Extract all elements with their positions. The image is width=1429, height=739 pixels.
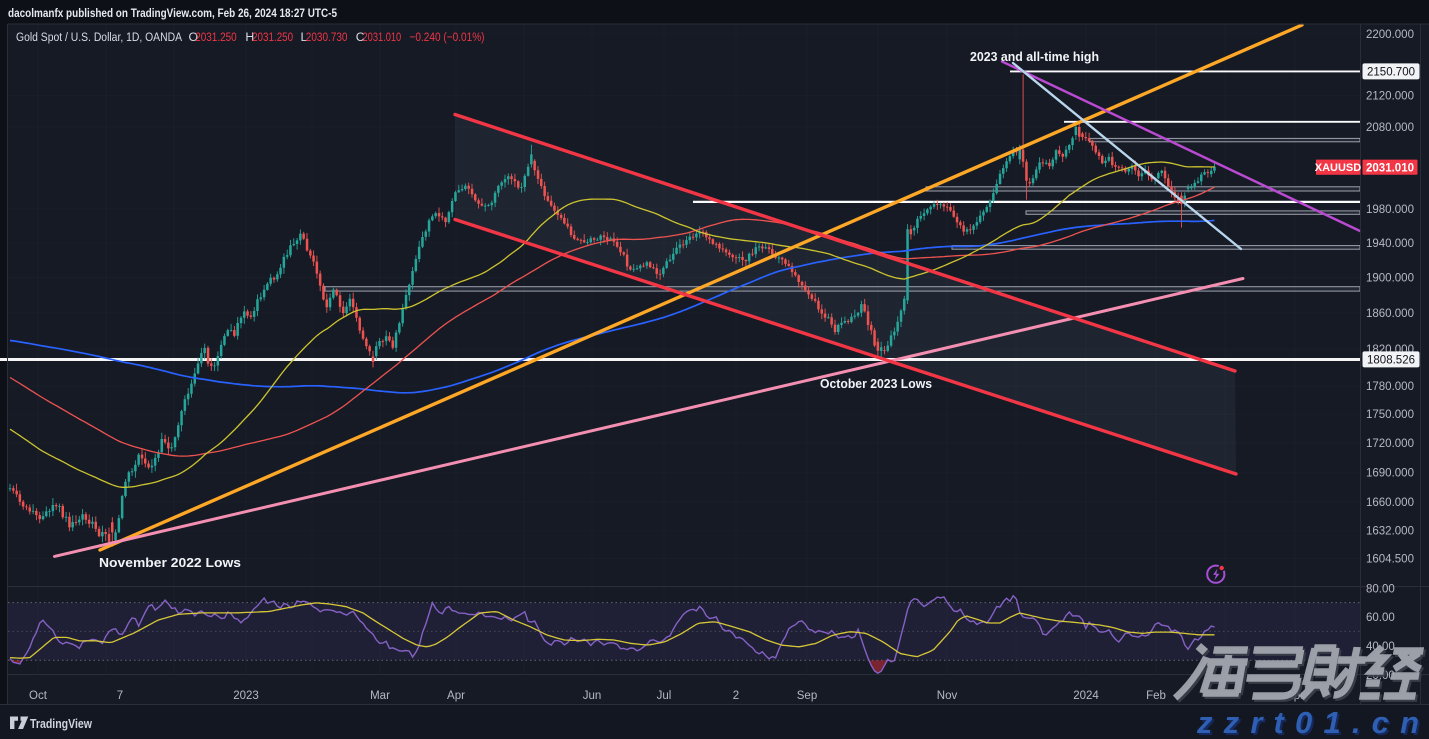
svg-text:1980.000: 1980.000 (1366, 204, 1414, 216)
svg-text:80.00: 80.00 (1366, 584, 1395, 596)
svg-text:2024: 2024 (1073, 690, 1099, 702)
svg-text:2120.000: 2120.000 (1366, 90, 1414, 102)
svg-text:7: 7 (117, 690, 123, 702)
svg-text:Nov: Nov (937, 690, 958, 702)
svg-text:2031.250: 2031.250 (252, 30, 293, 44)
svg-text:1750.000: 1750.000 (1366, 409, 1414, 421)
svg-text:C: C (356, 30, 365, 44)
svg-text:November 2022 Lows: November 2022 Lows (99, 556, 241, 570)
svg-text:1720.000: 1720.000 (1366, 438, 1414, 450)
svg-text:TradingView: TradingView (30, 717, 92, 731)
svg-text:2080.000: 2080.000 (1366, 122, 1414, 134)
svg-text:2: 2 (733, 690, 739, 702)
svg-text:1808.526: 1808.526 (1367, 355, 1415, 367)
svg-text:H: H (245, 30, 254, 44)
svg-text:1660.000: 1660.000 (1366, 497, 1414, 509)
svg-text:2200.000: 2200.000 (1366, 29, 1414, 41)
svg-text:1860.000: 1860.000 (1366, 308, 1414, 320)
svg-text:2023 and all-time high: 2023 and all-time high (970, 50, 1099, 64)
svg-text:L: L (301, 30, 308, 44)
svg-text:Mar: Mar (370, 690, 390, 702)
svg-text:Feb: Feb (1146, 690, 1166, 702)
svg-text:1940.000: 1940.000 (1366, 238, 1414, 250)
svg-text:Apr: Apr (447, 690, 465, 702)
svg-text:Oct: Oct (29, 690, 48, 702)
svg-text:Sep: Sep (797, 690, 817, 702)
svg-text:1900.000: 1900.000 (1366, 273, 1414, 285)
svg-text:October 2023 Lows: October 2023 Lows (820, 377, 932, 391)
svg-text:2030.730: 2030.730 (306, 30, 348, 44)
svg-text:dacolmanfx published on Tradin: dacolmanfx published on TradingView.com,… (8, 6, 337, 20)
svg-text:2023: 2023 (233, 690, 259, 702)
svg-text:XAUUSD: XAUUSD (1315, 162, 1362, 174)
svg-text:2150.700: 2150.700 (1367, 67, 1415, 79)
svg-text:60.00: 60.00 (1366, 612, 1395, 624)
svg-text:1604.500: 1604.500 (1366, 554, 1414, 566)
svg-text:2031.250: 2031.250 (195, 30, 237, 44)
svg-text:zzrt01.cn: zzrt01.cn (1196, 705, 1423, 739)
svg-text:O: O (189, 30, 199, 44)
svg-text:1780.000: 1780.000 (1366, 381, 1414, 393)
svg-text:2031.010: 2031.010 (363, 30, 402, 44)
svg-text:2031.010: 2031.010 (1366, 162, 1414, 174)
svg-text:1690.000: 1690.000 (1366, 467, 1414, 479)
svg-text:Jul: Jul (657, 690, 672, 702)
svg-text:−0.240 (−0.01%): −0.240 (−0.01%) (410, 30, 485, 44)
svg-text:1632.000: 1632.000 (1366, 525, 1414, 537)
svg-text:Gold Spot / U.S. Dollar, 1D, O: Gold Spot / U.S. Dollar, 1D, OANDA (16, 30, 183, 44)
svg-text:Jun: Jun (583, 690, 602, 702)
svg-text:zzrt01.cn: zzrt01.cn (1198, 707, 1425, 739)
